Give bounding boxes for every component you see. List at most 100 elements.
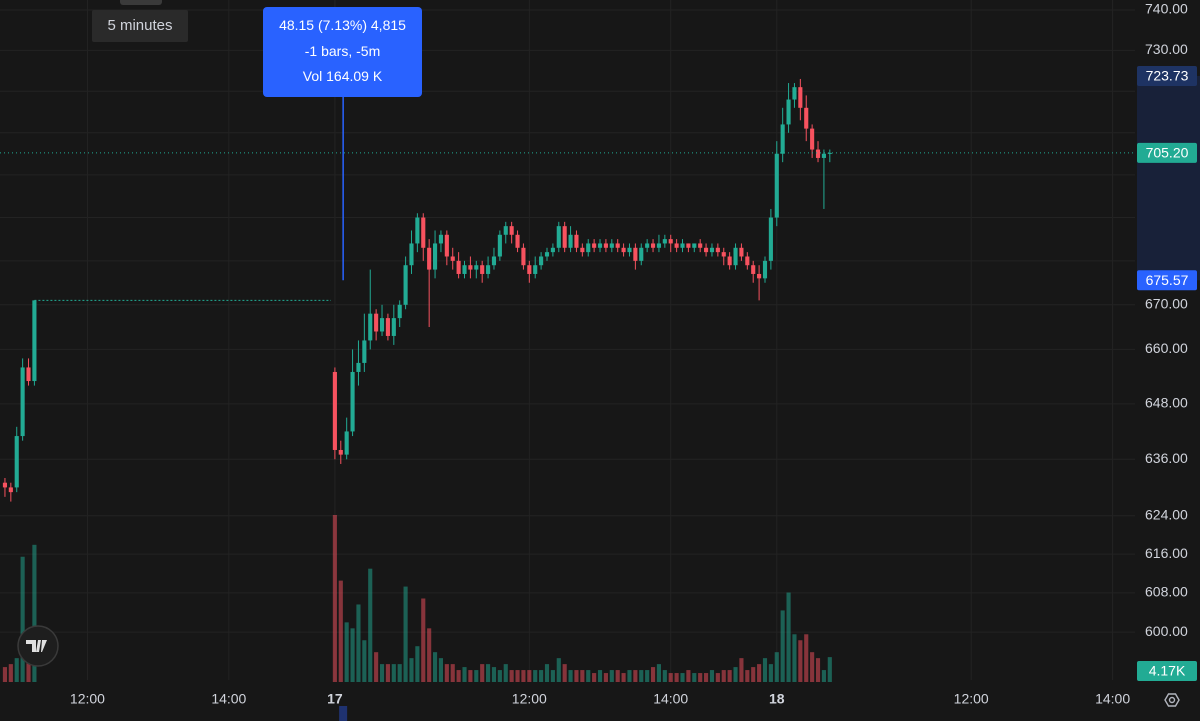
volume-bar — [556, 658, 561, 682]
candle-body — [362, 340, 367, 363]
candle-body — [539, 256, 544, 266]
candle-body — [480, 265, 485, 274]
candle-body — [432, 243, 438, 270]
price-label-box — [1137, 270, 1197, 291]
candle-body — [574, 234, 579, 248]
volume-bar — [603, 673, 608, 682]
y-tick-label: 740.00 — [1145, 1, 1188, 17]
x-tick-label: 12:00 — [70, 691, 105, 707]
settings-button[interactable] — [1164, 693, 1180, 707]
volume-bar — [497, 670, 502, 682]
volume-bar — [774, 652, 779, 682]
y-tick-label: 670.00 — [1145, 296, 1188, 312]
volume-bar — [350, 628, 355, 682]
candle-body — [350, 371, 355, 432]
candle-body — [721, 252, 726, 257]
candle-body — [639, 247, 644, 261]
settings-icon — [1164, 693, 1180, 707]
volume-bar — [562, 664, 567, 682]
candle-body — [415, 217, 420, 244]
candle-body — [491, 256, 497, 266]
candle-body — [527, 265, 532, 274]
volume-bar — [733, 667, 738, 682]
volume-bar — [2, 667, 8, 682]
candle-body — [462, 265, 467, 274]
candle-body — [356, 362, 361, 372]
volume-bar — [379, 664, 385, 682]
interval-tab — [120, 0, 162, 5]
volume-bar — [544, 664, 550, 682]
candle-body — [497, 234, 502, 257]
candle-body — [798, 87, 803, 108]
candle-body — [450, 256, 455, 261]
x-tick-label: 17 — [327, 691, 343, 707]
candle-body — [8, 487, 13, 493]
logo[interactable] — [17, 625, 59, 667]
price-label-box — [1137, 661, 1197, 681]
candle-body — [580, 247, 585, 253]
candle-body — [680, 243, 685, 248]
grid — [0, 0, 1135, 680]
volume-bar — [798, 640, 803, 682]
candles — [2, 78, 832, 502]
volume-bar — [491, 667, 497, 682]
candle-body — [821, 153, 826, 158]
volume-bar — [432, 652, 438, 682]
settings-icon-center — [1168, 696, 1176, 704]
candle-body — [533, 265, 538, 274]
candle-body — [26, 367, 31, 382]
candle-body — [503, 226, 508, 235]
volume-bar — [680, 673, 685, 682]
volume-bar — [521, 670, 526, 682]
volume-bar — [580, 670, 585, 682]
volume-bar — [362, 640, 367, 682]
y-tick-label: 600.00 — [1145, 623, 1188, 639]
volume-bar — [539, 670, 544, 682]
x-tick-label: 18 — [769, 691, 785, 707]
x-tick-label: 14:00 — [211, 691, 246, 707]
volume-bar — [332, 515, 337, 682]
volume-bar — [821, 670, 826, 682]
volume-bar — [574, 670, 579, 682]
candle-body — [780, 124, 785, 154]
candle-body — [568, 234, 573, 248]
candle-body — [385, 318, 390, 336]
volume-bar — [762, 658, 768, 682]
volume-bar — [715, 673, 720, 682]
candle-body — [704, 247, 709, 253]
volume-bar — [668, 673, 673, 682]
volume-bar — [356, 604, 361, 682]
candle-body — [421, 217, 426, 248]
volume-bar — [486, 664, 491, 682]
candle-body — [486, 265, 491, 274]
measure-line: -1 bars, -5m — [304, 42, 381, 59]
candle-body — [468, 265, 473, 270]
candle-body — [662, 239, 667, 244]
y-tick-label: 660.00 — [1145, 340, 1188, 356]
volume-bar — [656, 664, 662, 682]
y-tick-label: 648.00 — [1145, 395, 1188, 411]
volume-bar — [704, 673, 709, 682]
candle-body — [403, 265, 408, 305]
candle-body — [645, 243, 650, 248]
candle-body — [715, 247, 720, 253]
volume-bar — [480, 664, 485, 682]
volume-bar — [592, 673, 597, 682]
volume-bar — [621, 673, 626, 682]
volume-bar — [462, 667, 467, 682]
price-lines — [0, 97, 1135, 301]
volume-bar — [397, 664, 402, 682]
volume-bar — [421, 598, 426, 682]
volume-bar — [468, 670, 473, 682]
candle-body — [609, 243, 614, 248]
volume-bar — [597, 670, 603, 682]
candle-body — [709, 247, 715, 253]
candle-body — [762, 260, 768, 279]
candle-body — [368, 313, 373, 341]
candle-body — [698, 243, 703, 248]
measure-line: Vol 164.09 K — [302, 68, 383, 84]
y-tick-label: 608.00 — [1145, 584, 1188, 600]
candle-body — [20, 367, 25, 437]
candle-body — [686, 243, 691, 248]
